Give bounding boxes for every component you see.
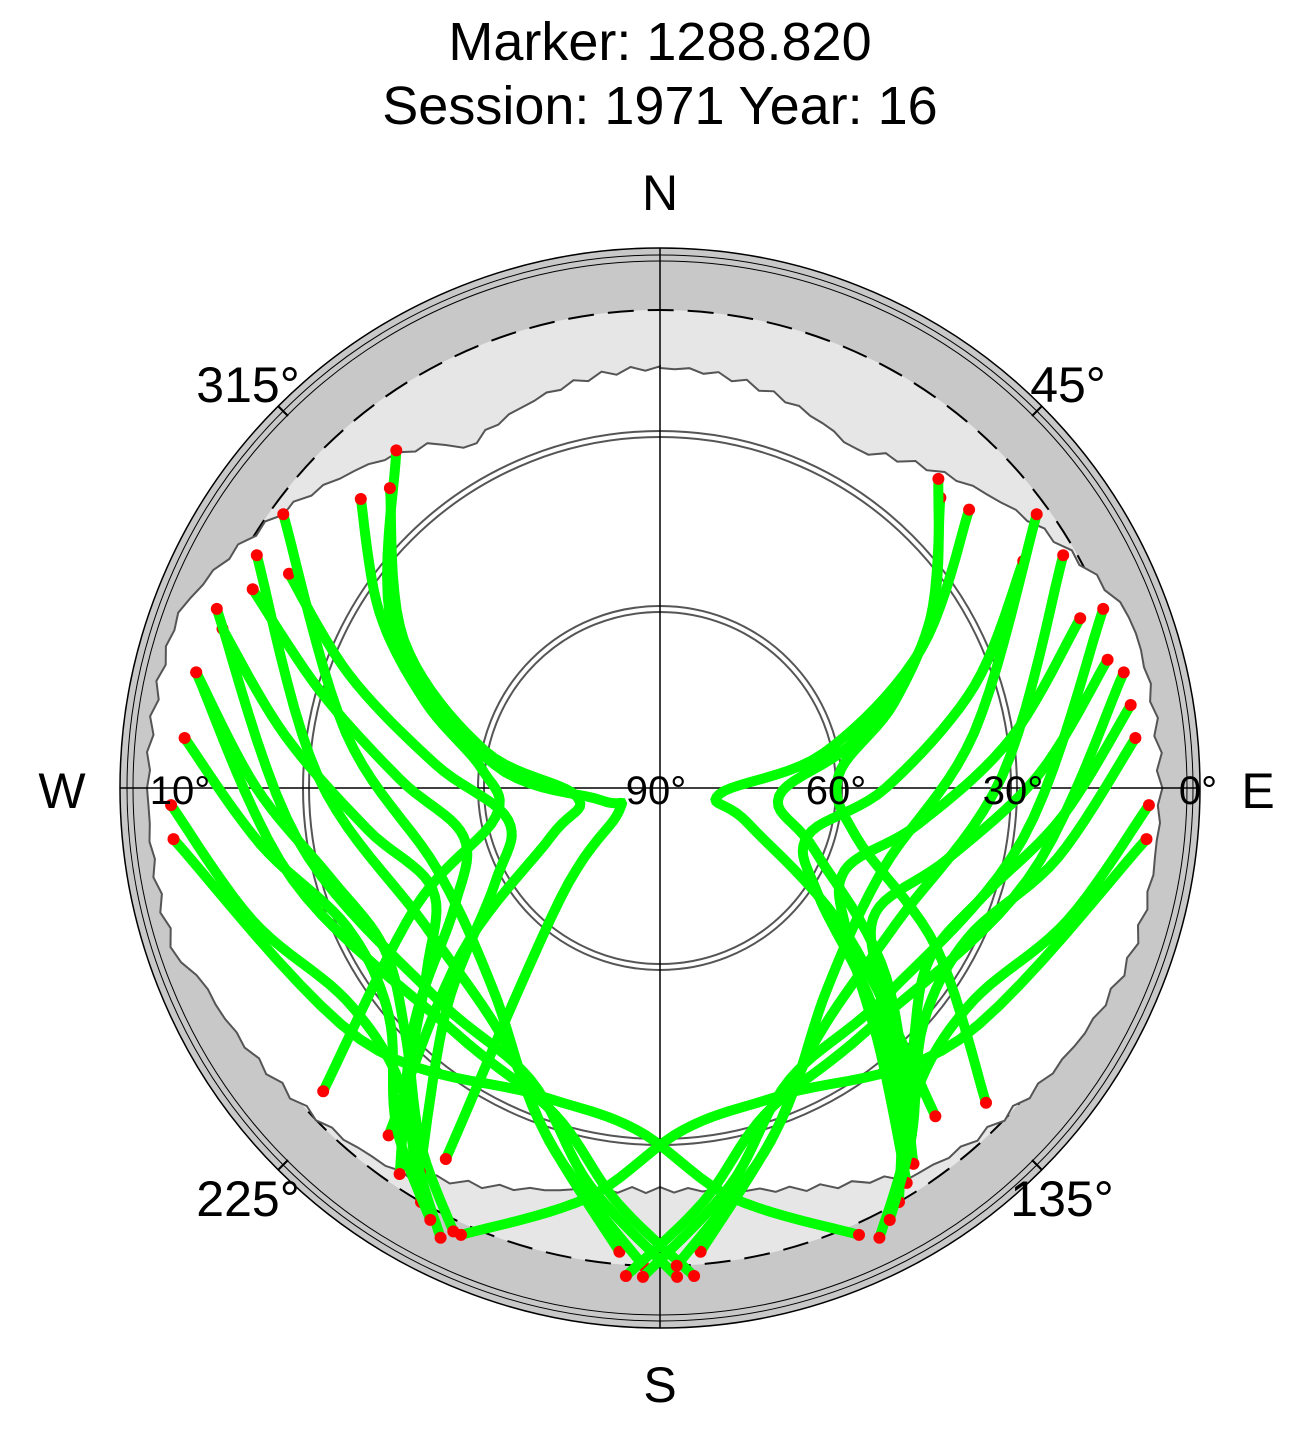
chart-subtitle: Session: 1971 Year: 16: [382, 76, 937, 136]
cardinal-east: E: [1241, 763, 1274, 819]
low-signal-point: [671, 1270, 684, 1283]
low-signal-point: [190, 666, 203, 679]
cardinal-north: N: [642, 165, 678, 221]
low-signal-point: [963, 503, 976, 516]
tick-45: [1031, 405, 1043, 417]
low-signal-point: [980, 1096, 992, 1109]
low-signal-point: [165, 799, 178, 812]
azimuth-label-135: 135°: [1010, 1171, 1113, 1227]
low-signal-point: [277, 508, 290, 521]
satellite-track: [456, 834, 1152, 1240]
satellite-track: [671, 550, 1069, 1271]
low-signal-point: [694, 1245, 707, 1258]
low-signal-point: [883, 1213, 896, 1226]
satellite-track: [166, 800, 446, 1243]
low-signal-point: [932, 472, 945, 485]
low-signal-point: [210, 602, 223, 615]
elevation-label-90: 90°: [626, 769, 687, 813]
low-signal-point: [1124, 699, 1137, 711]
low-signal-point: [1140, 833, 1153, 846]
tick-315: [277, 405, 289, 417]
low-signal-point: [619, 1270, 632, 1282]
low-signal-point: [1101, 653, 1114, 666]
satellite-track: [382, 445, 628, 1164]
low-signal-point: [929, 1110, 942, 1123]
low-signal-point: [317, 1085, 330, 1098]
low-signal-point: [455, 1228, 467, 1241]
low-signal-point: [873, 1231, 886, 1244]
azimuth-label-315: 315°: [196, 357, 299, 413]
satellite-track: [620, 667, 1129, 1281]
low-signal-point: [1074, 612, 1087, 625]
elevation-label-60: 60°: [806, 769, 867, 813]
low-signal-point: [853, 1228, 865, 1241]
low-signal-point: [670, 1259, 683, 1272]
low-signal-point: [1129, 732, 1142, 744]
low-signal-point: [167, 833, 180, 846]
low-signal-point: [1097, 602, 1110, 615]
low-signal-point: [393, 1168, 406, 1180]
low-signal-point: [613, 1245, 626, 1258]
low-signal-point: [424, 1213, 437, 1226]
low-signal-point: [390, 444, 403, 457]
low-signal-point: [1117, 666, 1130, 679]
low-signal-point: [383, 482, 396, 495]
satellite-track: [251, 550, 649, 1271]
azimuth-label-45: 45°: [1030, 357, 1106, 413]
satellite-track: [247, 584, 473, 1179]
elevation-label-30: 30°: [983, 769, 1044, 813]
satellite-tracks: [165, 444, 1155, 1283]
low-signal-point: [354, 493, 367, 505]
satellite-track: [884, 733, 1141, 1225]
low-signal-point: [1057, 549, 1070, 562]
low-signal-point: [1030, 508, 1043, 521]
azimuth-label-225: 225°: [196, 1171, 299, 1227]
low-signal-point: [382, 1129, 395, 1142]
low-signal-point: [1142, 799, 1155, 812]
low-signal-point: [250, 549, 263, 562]
cardinal-west: W: [38, 763, 86, 819]
satellite-track: [637, 603, 1109, 1282]
tick-225: [277, 1159, 289, 1171]
satellite-track: [833, 613, 1086, 1188]
satellite-track: [211, 603, 683, 1282]
low-signal-point: [439, 1153, 452, 1165]
chart-title: Marker: 1288.820: [448, 12, 871, 72]
elevation-label-10: 10°: [150, 769, 211, 813]
low-signal-point: [688, 1270, 701, 1282]
satellite-track: [191, 667, 700, 1281]
low-signal-point: [636, 1270, 649, 1283]
satellite-track: [168, 834, 864, 1240]
low-signal-point: [178, 732, 191, 744]
cardinal-south: S: [643, 1357, 676, 1413]
axis-labels: N S W E 315° 45° 225° 135° 90° 60° 30° 1…: [38, 165, 1274, 1413]
tick-135: [1031, 1159, 1043, 1171]
elevation-label-0: 0°: [1179, 769, 1217, 813]
low-signal-point: [283, 567, 295, 580]
low-signal-point: [434, 1231, 447, 1244]
low-signal-point: [246, 583, 259, 596]
